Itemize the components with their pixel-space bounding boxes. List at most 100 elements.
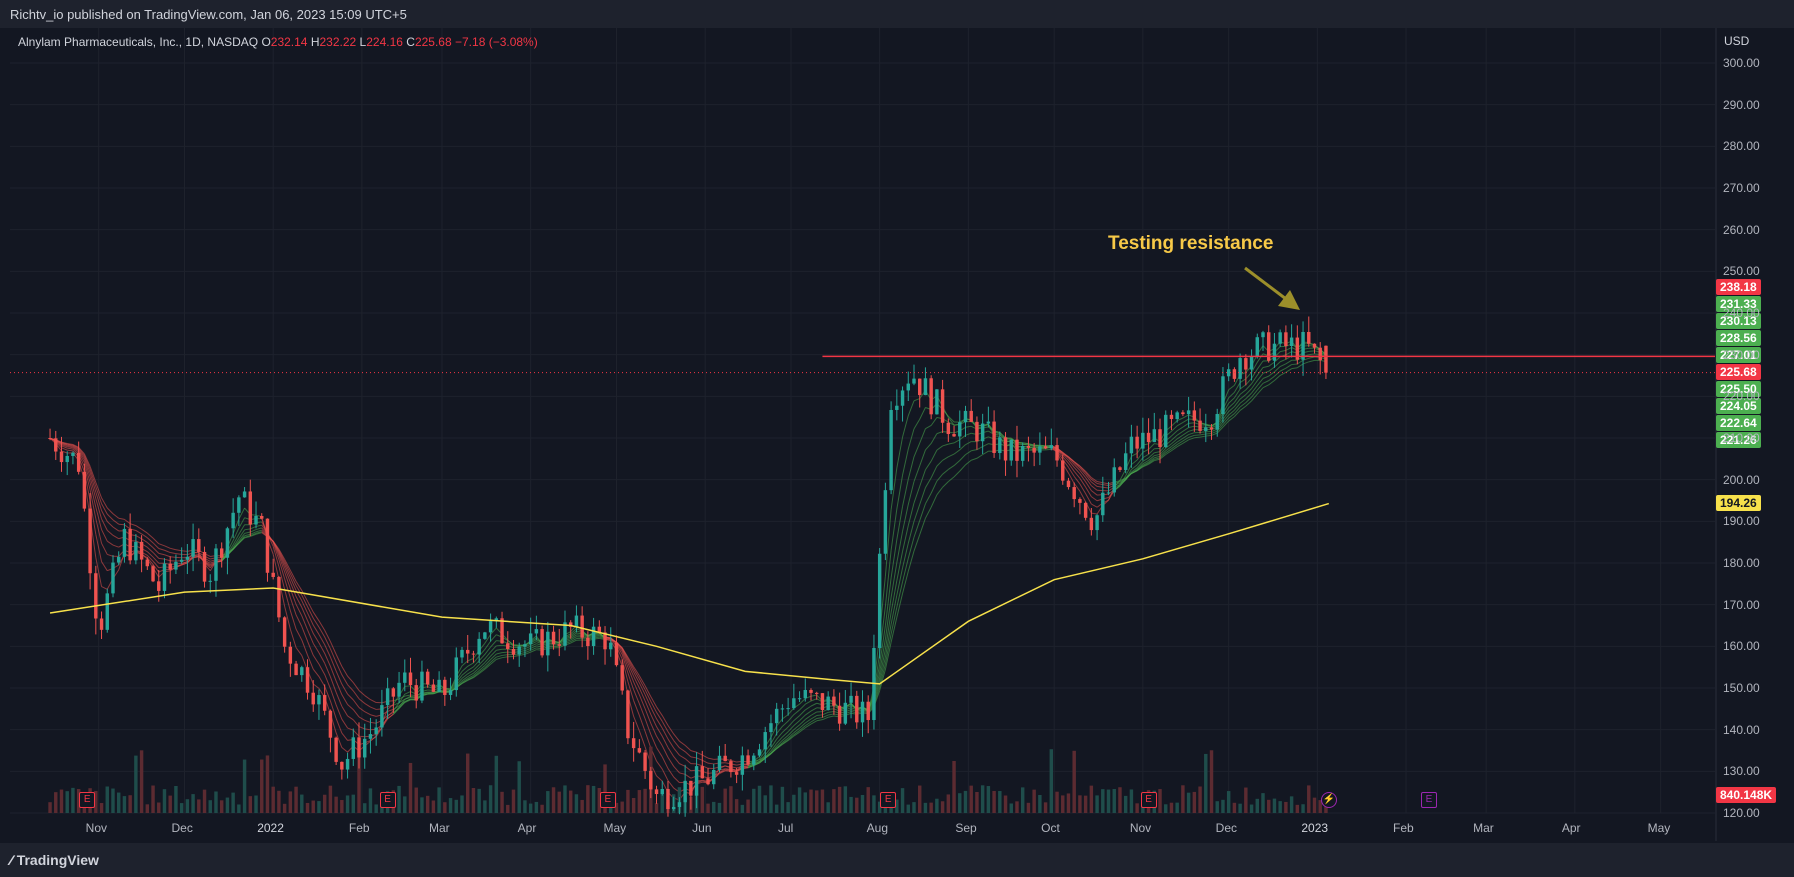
ribbon-line-segment xyxy=(1182,414,1189,419)
candle-body xyxy=(603,632,607,650)
candle-body xyxy=(929,378,933,415)
volume-bar xyxy=(723,788,727,813)
candle-body xyxy=(488,621,493,633)
ribbon-line-segment xyxy=(890,607,898,635)
ribbon-line-segment xyxy=(799,714,806,722)
volume-bar xyxy=(1238,803,1242,813)
earnings-marker[interactable]: E xyxy=(599,792,616,808)
ribbon-line-segment xyxy=(1062,454,1069,461)
volume-bar xyxy=(706,803,710,813)
candle-body xyxy=(414,685,418,701)
ribbon-line-segment xyxy=(1256,382,1264,391)
earnings-marker[interactable]: E xyxy=(1140,792,1157,808)
ribbon-line-segment xyxy=(776,739,783,747)
ribbon-line-segment xyxy=(884,642,892,670)
ribbon-line-segment xyxy=(1079,483,1087,494)
volume-bar xyxy=(980,785,985,813)
ribbon-line-segment xyxy=(83,466,91,491)
ribbon-line-segment xyxy=(255,532,262,535)
volume-bar xyxy=(929,802,933,813)
candle-body xyxy=(305,667,310,693)
candle-body xyxy=(208,580,212,582)
ribbon-line-segment xyxy=(633,671,640,684)
earnings-marker[interactable]: E xyxy=(79,792,96,808)
ribbon-line-segment xyxy=(925,460,932,471)
ribbon-line-segment xyxy=(461,670,469,676)
annotation-testing-resistance[interactable]: Testing resistance xyxy=(1108,233,1274,254)
candle-body xyxy=(671,806,676,810)
ribbon-line-segment xyxy=(913,504,921,522)
candle-body xyxy=(340,761,344,770)
earnings-marker[interactable]: E xyxy=(379,792,396,808)
ribbon-line-segment xyxy=(1222,407,1230,417)
ribbon-line-segment xyxy=(1148,448,1155,455)
ribbon-line-segment xyxy=(67,445,74,448)
ribbon-line-segment xyxy=(948,442,955,445)
candle-body xyxy=(477,638,481,655)
ribbon-line-segment xyxy=(364,711,371,716)
ribbon-line-segment xyxy=(78,447,85,455)
ribbon-line-segment xyxy=(1245,383,1252,391)
volume-bar xyxy=(837,786,842,813)
ribbon-line-segment xyxy=(902,415,909,438)
candle-body xyxy=(1175,412,1179,420)
candle-body xyxy=(506,643,510,649)
ribbon-line-segment xyxy=(804,718,812,724)
change-value: −7.18 (−3.08%) xyxy=(455,35,538,49)
volume-bar xyxy=(488,785,493,813)
volume-bar xyxy=(1015,801,1019,813)
candle-body xyxy=(448,690,453,695)
ribbon-line-segment xyxy=(1239,402,1247,408)
candle-body xyxy=(466,649,470,654)
ribbon-line-segment xyxy=(484,659,491,666)
candle-body xyxy=(71,452,75,456)
tradingview-logo[interactable]: ⁄∕ TradingView xyxy=(10,852,99,868)
price-badge: 222.64 xyxy=(1716,415,1761,431)
ribbon-line-segment xyxy=(95,482,103,499)
ribbon-line-segment xyxy=(181,561,188,564)
price-chart[interactable] xyxy=(10,28,1785,841)
ribbon-line-segment xyxy=(759,758,766,764)
volume-bar xyxy=(1043,802,1048,813)
ribbon-line-segment xyxy=(810,711,817,716)
ribbon-line-segment xyxy=(61,447,68,451)
candle-body xyxy=(380,705,384,728)
ribbon-line-segment xyxy=(936,431,943,435)
ribbon-line-segment xyxy=(936,445,943,451)
candle-body xyxy=(111,562,115,594)
ribbon-line-segment xyxy=(1234,410,1241,417)
ribbon-line-segment xyxy=(250,529,257,533)
earnings-marker[interactable]: E xyxy=(880,792,897,808)
ribbon-line-segment xyxy=(335,732,343,748)
chart-area[interactable] xyxy=(10,28,1785,841)
ribbon-line-segment xyxy=(307,620,314,634)
ribbon-line-segment xyxy=(324,663,331,678)
dividend-marker[interactable]: ⚡ xyxy=(1320,792,1337,808)
ribbon-line-segment xyxy=(570,632,577,638)
ribbon-line-segment xyxy=(764,752,772,758)
earnings-marker[interactable]: E xyxy=(1420,792,1437,808)
ribbon-line-segment xyxy=(690,750,697,753)
ribbon-line-segment xyxy=(776,744,783,750)
volume-bar xyxy=(969,785,973,813)
ribbon-line-segment xyxy=(1102,486,1109,489)
ribbon-line-segment xyxy=(656,718,663,729)
price-badge: 224.05 xyxy=(1716,398,1761,414)
candle-body xyxy=(963,410,968,423)
ribbon-line-segment xyxy=(398,695,406,700)
ribbon-line-segment xyxy=(936,459,943,467)
ribbon-line-segment xyxy=(793,720,800,727)
ribbon-line-segment xyxy=(89,500,97,535)
ribbon-line-segment xyxy=(484,661,491,669)
candle-body xyxy=(460,649,464,658)
ribbon-line-segment xyxy=(1148,458,1155,464)
ribbon-line-segment xyxy=(1245,388,1252,395)
ribbon-line-segment xyxy=(352,682,360,691)
ribbon-line-segment xyxy=(284,589,291,611)
ribbon-line-segment xyxy=(759,757,766,762)
ribbon-line-segment xyxy=(152,552,160,559)
ribbon-line-segment xyxy=(404,699,411,703)
ribbon-line-segment xyxy=(1148,460,1155,465)
candle-body xyxy=(1221,376,1225,415)
ribbon-line-segment xyxy=(684,773,692,779)
